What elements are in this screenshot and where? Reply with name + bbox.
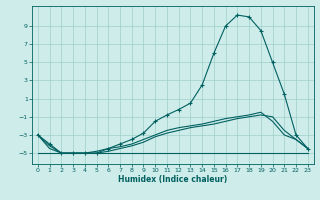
X-axis label: Humidex (Indice chaleur): Humidex (Indice chaleur)	[118, 175, 228, 184]
